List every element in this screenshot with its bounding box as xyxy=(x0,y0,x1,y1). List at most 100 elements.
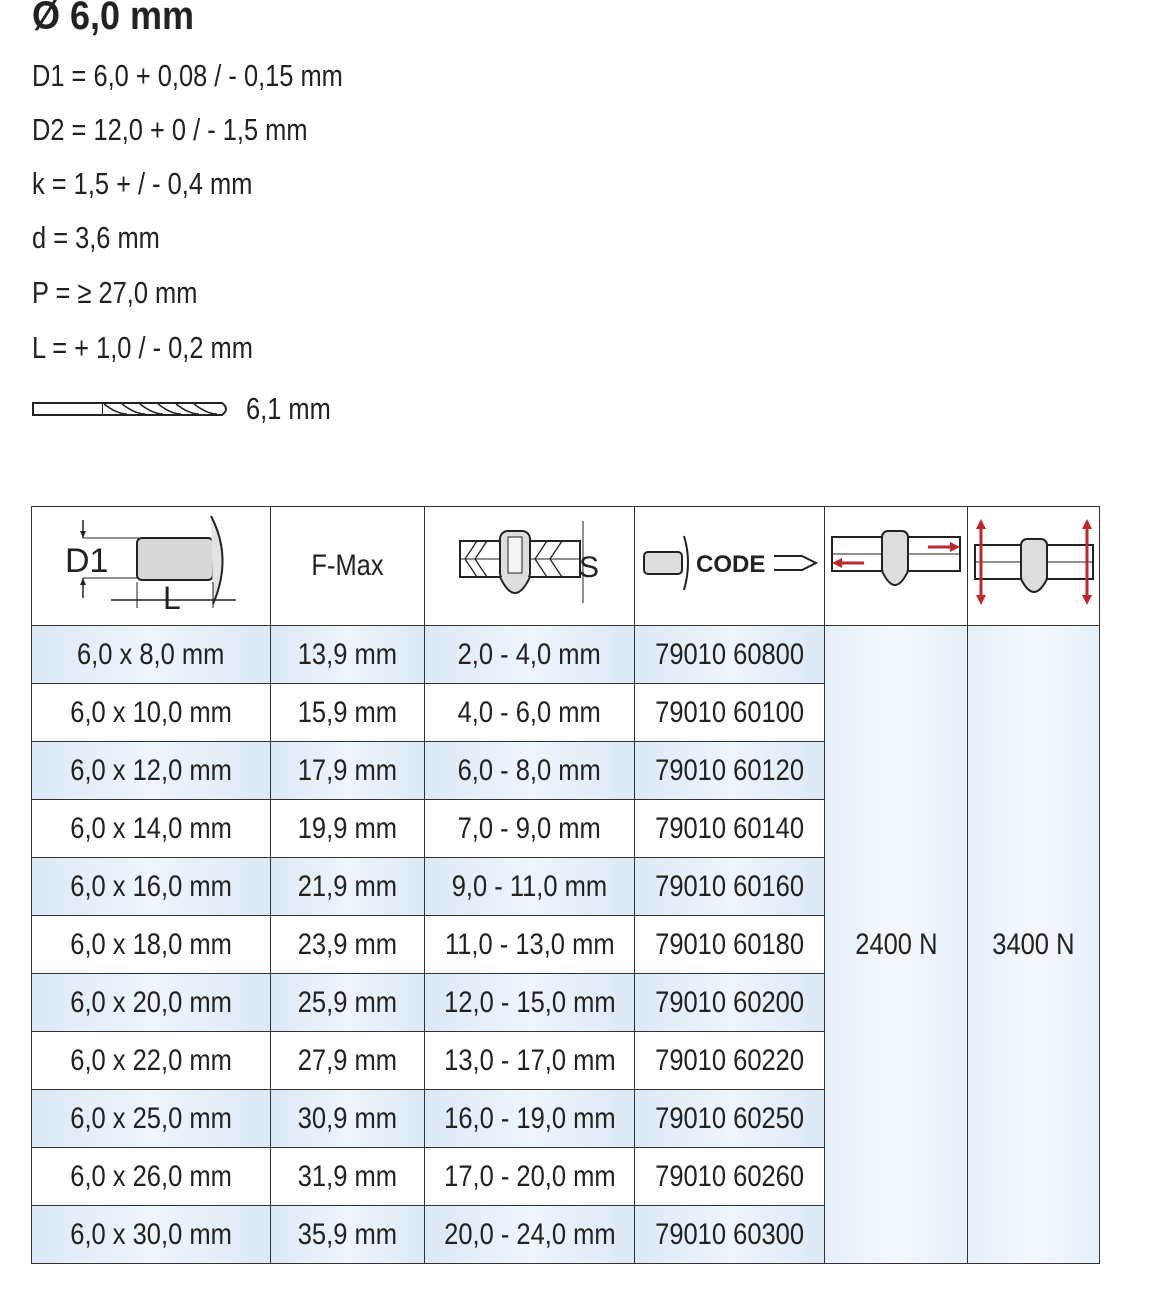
svg-text:D1: D1 xyxy=(65,542,108,580)
drill-size: 6,1 mm xyxy=(246,391,331,426)
table-row: 6,0 x 10,0 mm 15,9 mm 4,0 - 6,0 mm 79010 60… xyxy=(31,683,1100,742)
cell-fmax: 23,9 mm xyxy=(270,915,425,974)
cell-text: 79010 60300 xyxy=(655,1217,804,1251)
cell-fmax: 21,9 mm xyxy=(270,857,425,916)
cell-size: 6,0 x 10,0 mm xyxy=(31,683,271,742)
table-row: 6,0 x 12,0 mm 17,9 mm 6,0 - 8,0 mm 79010 60… xyxy=(31,741,1100,800)
cell-text: 6,0 x 25,0 mm xyxy=(70,1101,232,1135)
header-fmax: F-Max xyxy=(270,506,425,626)
cell-code: 79010 60120 xyxy=(634,741,825,800)
table-header: D1 L F-Max S xyxy=(31,506,1100,626)
cell-text: 6,0 - 8,0 mm xyxy=(457,753,602,787)
spec-text: D1 = 6,0 + 0,08 / - 0,15 mm xyxy=(32,58,343,93)
cell-text: 23,9 mm xyxy=(297,927,398,961)
cell-text: 79010 60260 xyxy=(655,1159,804,1193)
cell-text: 17,0 - 20,0 mm xyxy=(443,1159,616,1193)
spec-line: k = 1,5 + / - 0,4 mm xyxy=(32,166,301,202)
cell-code: 79010 60300 xyxy=(634,1205,825,1264)
cell-text: 27,9 mm xyxy=(297,1043,398,1077)
cell-text: 79010 60800 xyxy=(655,637,804,671)
cell-fmax: 27,9 mm xyxy=(270,1031,425,1090)
header-grip: S xyxy=(424,506,635,626)
cell-text: 79010 60100 xyxy=(655,695,804,729)
table-row: 6,0 x 25,0 mm 30,9 mm 16,0 - 19,0 mm 79010 … xyxy=(31,1089,1100,1148)
header-dimension: D1 L xyxy=(31,506,271,626)
cell-fmax: 25,9 mm xyxy=(270,973,425,1032)
rivet-dimension-icon: D1 L xyxy=(65,515,236,616)
cell-text: 79010 60250 xyxy=(655,1101,804,1135)
cell-fmax: 13,9 mm xyxy=(270,625,425,684)
cell-text: 79010 60120 xyxy=(655,753,804,787)
grip-range-icon: S xyxy=(458,521,599,603)
spec-line: P = ≥ 27,0 mm xyxy=(32,275,234,311)
cell-text: 13,9 mm xyxy=(297,637,398,671)
cell-code: 79010 60250 xyxy=(634,1089,825,1148)
cell-text: 6,0 x 20,0 mm xyxy=(70,985,232,1019)
svg-text:S: S xyxy=(579,551,599,584)
cell-text: 20,0 - 24,0 mm xyxy=(443,1217,616,1251)
svg-text:CODE: CODE xyxy=(696,551,765,578)
cell-text: 15,9 mm xyxy=(297,695,398,729)
cell-text: 79010 60220 xyxy=(655,1043,804,1077)
cell-text: 6,0 x 26,0 mm xyxy=(70,1159,232,1193)
cell-fmax: 35,9 mm xyxy=(270,1205,425,1264)
header-code: CODE xyxy=(634,506,825,626)
cell-grip-range: 11,0 - 13,0 mm xyxy=(424,915,635,974)
rivet-code-icon: CODE xyxy=(642,535,818,591)
svg-text:L: L xyxy=(163,580,181,612)
cell-text: 12,0 - 15,0 mm xyxy=(443,985,616,1019)
cell-code: 79010 60200 xyxy=(634,973,825,1032)
cell-text: 17,9 mm xyxy=(297,753,398,787)
cell-text: 21,9 mm xyxy=(297,869,398,903)
spec-line: d = 3,6 mm xyxy=(32,220,188,256)
cell-text: 6,0 x 12,0 mm xyxy=(70,753,232,787)
page-title: Ø 6,0 mm xyxy=(32,0,195,38)
spec-line: D2 = 12,0 + 0 / - 1,5 mm xyxy=(32,112,368,148)
cell-size: 6,0 x 30,0 mm xyxy=(31,1205,271,1264)
table-row: 6,0 x 14,0 mm 19,9 mm 7,0 - 9,0 mm 79010 60… xyxy=(31,799,1100,858)
cell-text: 4,0 - 6,0 mm xyxy=(457,695,602,729)
cell-text: 79010 60200 xyxy=(655,985,804,1019)
header-tensile xyxy=(967,506,1100,626)
cell-text: 6,0 x 16,0 mm xyxy=(70,869,232,903)
cell-code: 79010 60140 xyxy=(634,799,825,858)
cell-text: 31,9 mm xyxy=(297,1159,398,1193)
cell-text: 6,0 x 8,0 mm xyxy=(77,637,225,671)
cell-fmax: 30,9 mm xyxy=(270,1089,425,1148)
cell-text: 79010 60160 xyxy=(655,869,804,903)
rivet-table: D1 L F-Max S xyxy=(31,506,1100,1264)
cell-tensile: 3400 N xyxy=(967,625,1100,1264)
cell-grip-range: 6,0 - 8,0 mm xyxy=(424,741,635,800)
cell-text: 3400 N xyxy=(992,927,1075,961)
cell-fmax: 31,9 mm xyxy=(270,1147,425,1206)
drill-bit-icon xyxy=(32,402,227,416)
cell-text: 79010 60140 xyxy=(655,811,804,845)
cell-code: 79010 60220 xyxy=(634,1031,825,1090)
cell-size: 6,0 x 12,0 mm xyxy=(31,741,271,800)
cell-text: 9,0 - 11,0 mm xyxy=(451,869,608,903)
cell-size: 6,0 x 20,0 mm xyxy=(31,973,271,1032)
cell-shear: 2400 N xyxy=(824,625,968,1264)
table-row: 6,0 x 22,0 mm 27,9 mm 13,0 - 17,0 mm 79010 … xyxy=(31,1031,1100,1090)
table-row: 6,0 x 20,0 mm 25,9 mm 12,0 - 15,0 mm 79010 … xyxy=(31,973,1100,1032)
cell-text: 7,0 - 9,0 mm xyxy=(457,811,602,845)
cell-code: 79010 60180 xyxy=(634,915,825,974)
cell-text: 19,9 mm xyxy=(297,811,398,845)
cell-text: 6,0 x 30,0 mm xyxy=(70,1217,232,1251)
spec-text: L = + 1,0 / - 0,2 mm xyxy=(32,330,253,365)
cell-text: 6,0 x 10,0 mm xyxy=(70,695,232,729)
spec-text: P = ≥ 27,0 mm xyxy=(32,275,198,310)
drill-spec: 6,1 mm xyxy=(32,391,349,427)
cell-grip-range: 9,0 - 11,0 mm xyxy=(424,857,635,916)
cell-fmax: 19,9 mm xyxy=(270,799,425,858)
cell-size: 6,0 x 14,0 mm xyxy=(31,799,271,858)
cell-grip-range: 4,0 - 6,0 mm xyxy=(424,683,635,742)
cell-text: 6,0 x 14,0 mm xyxy=(70,811,232,845)
spec-line: L = + 1,0 / - 0,2 mm xyxy=(32,330,301,366)
cell-size: 6,0 x 18,0 mm xyxy=(31,915,271,974)
cell-text: 2400 N xyxy=(854,927,938,961)
cell-text: 25,9 mm xyxy=(297,985,398,1019)
cell-code: 79010 60160 xyxy=(634,857,825,916)
cell-text: 11,0 - 13,0 mm xyxy=(444,927,615,961)
cell-text: 35,9 mm xyxy=(297,1217,398,1251)
